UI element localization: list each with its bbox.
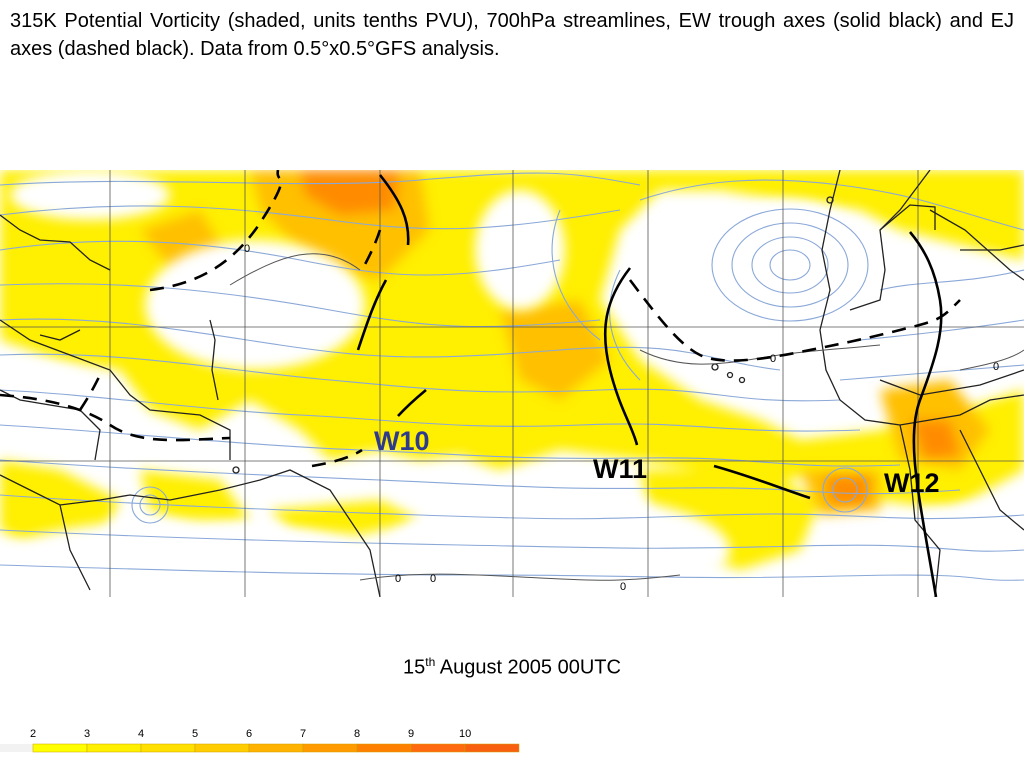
- ej-axis-south-caribbean: [0, 393, 231, 442]
- colorbar-swatch: [464, 743, 520, 753]
- date-suffix: th: [425, 655, 436, 669]
- contour-label: 0: [244, 243, 250, 255]
- ej-axis-north-caribbean: [149, 170, 283, 292]
- pv-streamline-map: 0 0 0 0 0 0 W10 W11 W12: [0, 170, 1024, 597]
- colorbar-tick-label: 10: [459, 728, 471, 740]
- ej-axis-w10: [360, 229, 382, 271]
- colorbar-tick-label: 2: [30, 728, 36, 740]
- wave-label-w12: W12: [884, 468, 940, 498]
- trough-axis-w11: [603, 267, 639, 446]
- colorbar-swatch: [86, 743, 142, 753]
- colorbar-tick-label: 5: [192, 728, 198, 740]
- colorbar-swatch: [194, 743, 250, 753]
- coastlines: [0, 170, 1024, 597]
- trough-axis-w10-lower: [356, 279, 388, 351]
- contour-label: 0: [430, 573, 436, 585]
- date-day: 15: [403, 656, 426, 679]
- wave-label-w11: W11: [593, 454, 647, 484]
- colorbar-labels: 2 3 4 5 6 7 8 9 10: [30, 728, 471, 740]
- analysis-date: 15th August 2005 00UTC: [0, 655, 1024, 680]
- colorbar-swatch: [410, 743, 466, 753]
- trough-axes: [356, 174, 943, 597]
- trough-axis-w10-upper: [378, 174, 410, 246]
- date-rest: August 2005 00UTC: [439, 656, 621, 679]
- colorbar-swatch: [248, 743, 304, 753]
- colorbar-tick-label: 3: [84, 728, 90, 740]
- low-pv-regions: [0, 170, 1024, 597]
- contour-labels: 0 0 0 0 0 0: [244, 243, 999, 593]
- pv-zero-contour: [229, 253, 1024, 581]
- trough-axis-w10-tail: [397, 389, 427, 417]
- ej-axes: [0, 170, 961, 468]
- lat-lon-grid: [0, 170, 1024, 597]
- ej-axis-w10-south: [311, 448, 363, 468]
- colorbar-tick-label: 6: [246, 728, 252, 740]
- colorbar-swatch: [302, 743, 358, 753]
- pv-colorbar: 2 3 4 5 6 7 8 9 10: [0, 728, 520, 753]
- colorbar-tick-label: 4: [138, 728, 144, 740]
- colorbar-swatches: [0, 743, 520, 753]
- figure-caption: 315K Potential Vorticity (shaded, units …: [10, 10, 1014, 60]
- ej-axis-caribbean-south: [78, 374, 102, 411]
- colorbar-swatch: [356, 743, 412, 753]
- colorbar-swatch: [32, 743, 88, 753]
- colorbar-tick-label: 7: [300, 728, 306, 740]
- colorbar-swatch: [140, 743, 196, 753]
- contour-label: 0: [993, 361, 999, 373]
- contour-label: 0: [395, 573, 401, 585]
- contour-label: 0: [770, 353, 776, 365]
- colorbar-tick-label: 8: [354, 728, 360, 740]
- trough-axis-w11-south: [713, 464, 811, 500]
- colorbar-swatch: [0, 744, 33, 752]
- streamlines-700hpa: [0, 172, 1024, 581]
- ej-axis-w11-north: [628, 279, 961, 362]
- wave-label-w10: W10: [374, 426, 430, 456]
- trough-axis-w12: [909, 231, 943, 597]
- contour-label: 0: [620, 581, 626, 593]
- colorbar-tick-label: 9: [408, 728, 414, 740]
